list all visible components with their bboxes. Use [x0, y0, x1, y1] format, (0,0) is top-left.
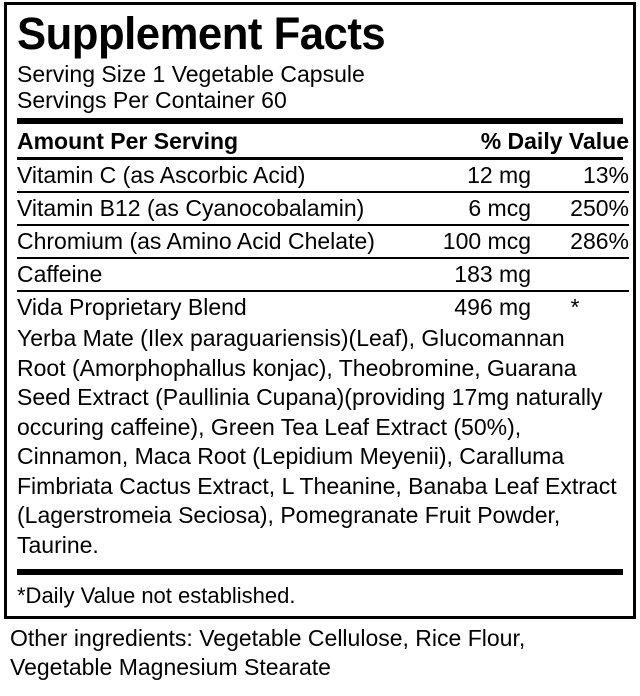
nutrient-daily-value: 286%	[570, 228, 629, 254]
table-row: Chromium (as Amino Acid Chelate) 100 mcg…	[17, 226, 629, 257]
daily-value-footnote: *Daily Value not established.	[17, 583, 296, 608]
nutrient-name: Vitamin C (as Ascorbic Acid)	[17, 162, 306, 188]
nutrition-table: Amount Per Serving % Daily Value	[17, 124, 629, 157]
nutrient-daily-value: *	[570, 294, 580, 320]
nutrient-daily-value: 13%	[582, 162, 629, 188]
row-divider	[17, 224, 629, 226]
nutrient-amount: 12 mg	[467, 162, 531, 188]
row-divider	[17, 290, 629, 292]
column-header-amount-per-serving: Amount Per Serving	[17, 128, 239, 154]
table-row: Caffeine 183 mg	[17, 259, 629, 290]
column-header-daily-value: % Daily Value	[480, 128, 629, 154]
divider-thick-top	[17, 118, 623, 124]
row-divider	[17, 257, 629, 259]
supplement-facts-panel: Supplement Facts Serving Size 1 Vegetabl…	[4, 2, 636, 619]
nutrient-amount: 100 mcg	[442, 228, 531, 254]
nutrient-name: Caffeine	[17, 261, 103, 287]
nutrient-amount: 496 mg	[454, 294, 531, 320]
nutrient-name: Vida Proprietary Blend	[17, 294, 247, 320]
nutrient-daily-value	[533, 259, 629, 290]
serving-size-line: Serving Size 1 Vegetable Capsule	[17, 61, 365, 87]
nutrient-daily-value: 250%	[570, 195, 629, 221]
page-title: Supplement Facts	[17, 8, 386, 59]
nutrient-name: Vitamin B12 (as Cyanocobalamin)	[17, 195, 365, 221]
divider-under-header	[17, 157, 623, 160]
nutrient-name: Chromium (as Amino Acid Chelate)	[17, 228, 375, 254]
table-row: Vitamin B12 (as Cyanocobalamin) 6 mcg 25…	[17, 193, 629, 224]
servings-per-container-line: Servings Per Container 60	[17, 87, 287, 113]
nutrient-rows-table: Vitamin C (as Ascorbic Acid) 12 mg 13% V…	[17, 160, 629, 323]
proprietary-blend-ingredients: Yerba Mate (Ilex paraguariensis)(Leaf), …	[17, 325, 617, 558]
other-ingredients-text: Other ingredients: Vegetable Cellulose, …	[10, 625, 526, 680]
table-row: Vitamin C (as Ascorbic Acid) 12 mg 13%	[17, 160, 629, 191]
row-divider	[17, 191, 629, 193]
table-header-row: Amount Per Serving % Daily Value	[17, 124, 629, 157]
nutrient-amount: 183 mg	[454, 261, 531, 287]
table-row: Vida Proprietary Blend 496 mg *	[17, 292, 629, 323]
nutrient-amount: 6 mcg	[468, 195, 531, 221]
divider-thick-bottom	[17, 569, 623, 575]
